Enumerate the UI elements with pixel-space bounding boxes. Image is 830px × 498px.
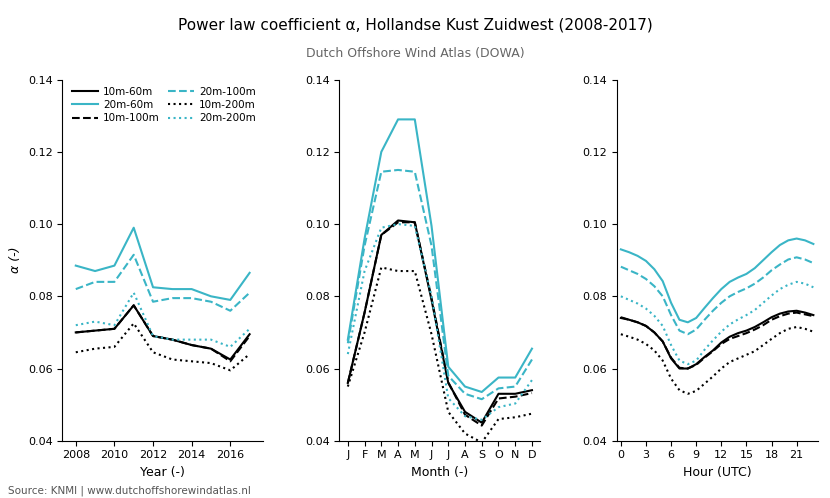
Text: Source: KNMI | www.dutchoffshorewindatlas.nl: Source: KNMI | www.dutchoffshorewindatla… [8,485,251,496]
20m-60m [187,286,197,292]
20m-200m [168,337,178,343]
20m-60m [148,284,158,290]
10m-60m [168,337,178,343]
20m-200m [129,290,139,296]
10m-200m [187,359,197,365]
20m-200m [71,322,81,328]
10m-60m [71,330,81,336]
10m-60m [245,331,255,337]
10m-100m [168,337,178,343]
10m-60m [206,346,216,352]
X-axis label: Year (-): Year (-) [140,466,185,479]
20m-100m [168,295,178,301]
10m-100m [148,333,158,339]
10m-200m [206,360,216,366]
20m-60m [129,225,139,231]
10m-200m [71,349,81,355]
20m-60m [245,270,255,276]
20m-100m [245,290,255,296]
Line: 10m-100m: 10m-100m [76,305,250,362]
10m-100m [90,328,100,334]
20m-100m [90,279,100,285]
10m-60m [225,357,235,363]
10m-60m [110,326,120,332]
10m-100m [187,342,197,348]
X-axis label: Hour (UTC): Hour (UTC) [683,466,751,479]
Text: Power law coefficient α, Hollandse Kust Zuidwest (2008-2017): Power law coefficient α, Hollandse Kust … [178,17,652,32]
10m-100m [225,359,235,365]
10m-200m [90,346,100,352]
20m-100m [129,252,139,258]
20m-200m [110,322,120,328]
10m-100m [129,302,139,308]
10m-100m [71,330,81,336]
20m-100m [206,299,216,305]
20m-100m [71,286,81,292]
X-axis label: Month (-): Month (-) [412,466,468,479]
10m-200m [245,351,255,357]
Text: Dutch Offshore Wind Atlas (DOWA): Dutch Offshore Wind Atlas (DOWA) [305,47,525,60]
10m-60m [90,328,100,334]
10m-100m [110,326,120,332]
20m-100m [225,308,235,314]
10m-60m [148,333,158,339]
20m-60m [168,286,178,292]
20m-200m [245,326,255,332]
10m-200m [129,320,139,326]
Line: 10m-200m: 10m-200m [76,323,250,371]
20m-60m [225,297,235,303]
10m-60m [129,302,139,308]
20m-60m [206,293,216,299]
20m-200m [148,333,158,339]
Line: 20m-60m: 20m-60m [76,228,250,300]
20m-100m [110,279,120,285]
20m-200m [225,344,235,350]
20m-200m [187,337,197,343]
10m-200m [168,357,178,363]
10m-200m [148,349,158,355]
Y-axis label: α (-): α (-) [9,247,22,273]
10m-200m [110,344,120,350]
20m-60m [90,268,100,274]
10m-60m [187,342,197,348]
Line: 20m-200m: 20m-200m [76,293,250,347]
20m-200m [90,319,100,325]
20m-200m [206,337,216,343]
20m-60m [71,262,81,268]
20m-100m [187,295,197,301]
10m-100m [245,333,255,339]
Legend: 10m-60m, 20m-60m, 10m-100m, 20m-100m, 10m-200m, 20m-200m: 10m-60m, 20m-60m, 10m-100m, 20m-100m, 10… [70,85,258,125]
20m-100m [148,299,158,305]
Line: 20m-100m: 20m-100m [76,255,250,311]
Line: 10m-60m: 10m-60m [76,305,250,360]
10m-200m [225,368,235,374]
20m-60m [110,262,120,268]
10m-100m [206,346,216,352]
